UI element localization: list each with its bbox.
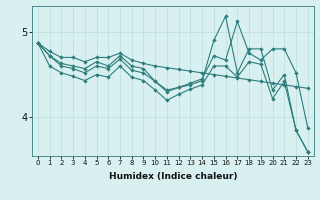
X-axis label: Humidex (Indice chaleur): Humidex (Indice chaleur) xyxy=(108,172,237,181)
